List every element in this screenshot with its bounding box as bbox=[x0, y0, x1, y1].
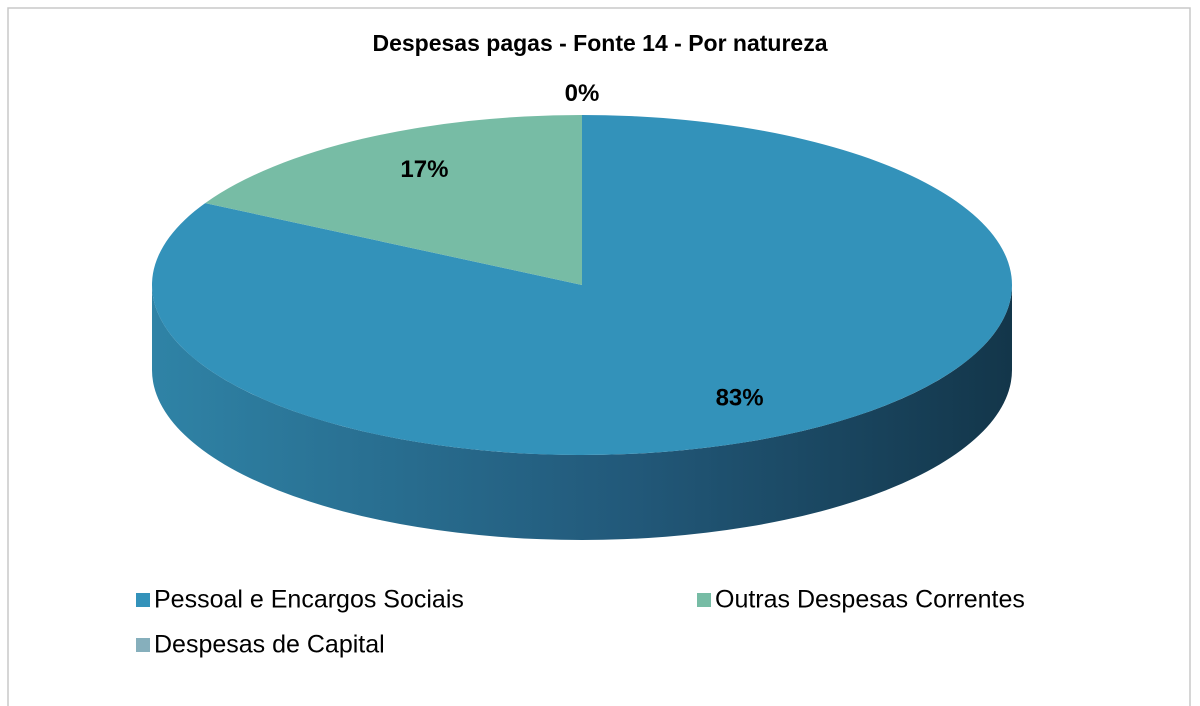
chart-frame bbox=[7, 7, 1191, 706]
legend-label: Despesas de Capital bbox=[154, 631, 385, 659]
pie-slice bbox=[205, 114, 583, 285]
data-label: 83% bbox=[716, 384, 764, 411]
legend-swatch bbox=[136, 638, 150, 652]
data-label: 17% bbox=[400, 156, 448, 183]
data-label: 0% bbox=[565, 80, 600, 107]
chart-title: Despesas pagas - Fonte 14 - Por natureza bbox=[372, 30, 827, 56]
pie-side bbox=[152, 285, 1012, 540]
legend-swatch bbox=[697, 593, 711, 607]
legend-swatch bbox=[136, 593, 150, 607]
legend-label: Outras Despesas Correntes bbox=[715, 586, 1025, 614]
legend-label: Pessoal e Encargos Sociais bbox=[154, 586, 464, 614]
